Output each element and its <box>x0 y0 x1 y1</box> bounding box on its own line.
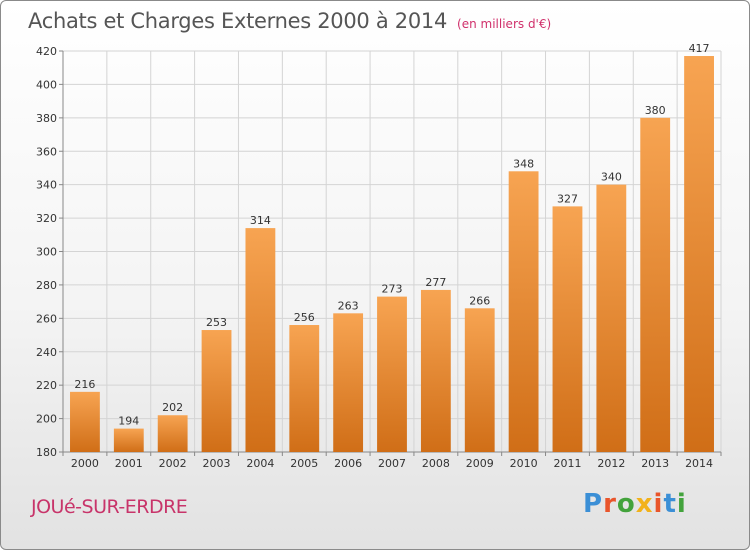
data-label: 340 <box>601 171 622 184</box>
y-tick-label: 280 <box>36 279 57 292</box>
data-label: 327 <box>557 192 578 205</box>
brand-letter: x <box>635 489 654 519</box>
brand-letter: i <box>653 489 664 519</box>
x-tick-label: 2010 <box>510 457 538 470</box>
bar-2009 <box>464 308 495 452</box>
x-tick-label: 2005 <box>290 457 318 470</box>
brand-letter: r <box>603 489 617 519</box>
x-tick-label: 2013 <box>641 457 669 470</box>
data-label: 266 <box>469 294 490 307</box>
bar-2004 <box>245 228 276 452</box>
data-label: 348 <box>513 157 534 170</box>
chart-title: Achats et Charges Externes 2000 à 2014 (e… <box>28 9 551 33</box>
bar-2012 <box>596 184 627 452</box>
bar-2002 <box>157 415 188 452</box>
y-tick-label: 320 <box>36 212 57 225</box>
chart-title-text: Achats et Charges Externes 2000 à 2014 <box>28 9 448 33</box>
bar-2013 <box>640 117 671 452</box>
x-tick-label: 2008 <box>422 457 450 470</box>
bar-2007 <box>377 296 407 452</box>
x-tick-label: 2003 <box>203 457 231 470</box>
data-label: 194 <box>118 415 139 428</box>
bar-2000 <box>70 391 100 452</box>
label-layer: 216 2000 194 2001 202 2002 253 2003 314 2004 256 20… <box>71 42 713 470</box>
x-tick-label: 2007 <box>378 457 406 470</box>
data-label: 314 <box>250 214 271 227</box>
y-tick-label: 400 <box>36 78 57 91</box>
x-tick-label: 2009 <box>466 457 494 470</box>
data-label: 216 <box>74 378 95 391</box>
brand-letter: i <box>676 489 687 519</box>
bar-2014 <box>684 56 714 452</box>
y-tick-label: 260 <box>36 312 57 325</box>
y-tick-label: 200 <box>36 413 57 426</box>
y-tick-label: 360 <box>36 145 57 158</box>
bar-2005 <box>289 325 320 452</box>
y-tick-label: 220 <box>36 379 57 392</box>
bar-2003 <box>201 330 232 452</box>
x-tick-label: 2006 <box>334 457 362 470</box>
data-label: 277 <box>425 276 446 289</box>
y-tick-label: 380 <box>36 112 57 125</box>
data-label: 273 <box>382 283 403 296</box>
x-tick-label: 2004 <box>246 457 274 470</box>
axis-layer: 180 200 220 240 260 280 300 320 340 360 380 400 420 <box>36 45 722 459</box>
data-label: 253 <box>206 316 227 329</box>
x-tick-label: 2011 <box>553 457 581 470</box>
y-tick-label: 420 <box>36 45 57 58</box>
x-tick-label: 2000 <box>71 457 99 470</box>
y-tick-label: 180 <box>36 446 57 459</box>
data-label: 380 <box>645 104 666 117</box>
bar-2011 <box>552 206 583 452</box>
y-tick-label: 340 <box>36 179 57 192</box>
y-tick-label: 300 <box>36 246 57 259</box>
x-tick-label: 2012 <box>597 457 625 470</box>
data-label: 417 <box>689 42 710 55</box>
x-tick-label: 2001 <box>115 457 143 470</box>
bar-2010 <box>508 171 539 453</box>
bar-layer <box>70 56 714 453</box>
data-label: 256 <box>294 311 315 324</box>
bar-2001 <box>113 428 144 452</box>
brand-letter: o <box>616 489 636 519</box>
proxiti-logo: Proxiti <box>583 489 687 519</box>
chart-subtitle: (en milliers d'€) <box>457 17 552 31</box>
data-label: 202 <box>162 401 183 414</box>
brand-letter: P <box>583 489 604 519</box>
city-name: JOUé-SUR-ERDRE <box>31 496 188 518</box>
data-label: 263 <box>338 299 359 312</box>
bar-2006 <box>333 313 364 452</box>
brand-letter: t <box>663 489 677 519</box>
y-tick-label: 240 <box>36 346 57 359</box>
x-tick-label: 2002 <box>159 457 187 470</box>
x-tick-label: 2014 <box>685 457 713 470</box>
bar-2008 <box>420 289 451 452</box>
